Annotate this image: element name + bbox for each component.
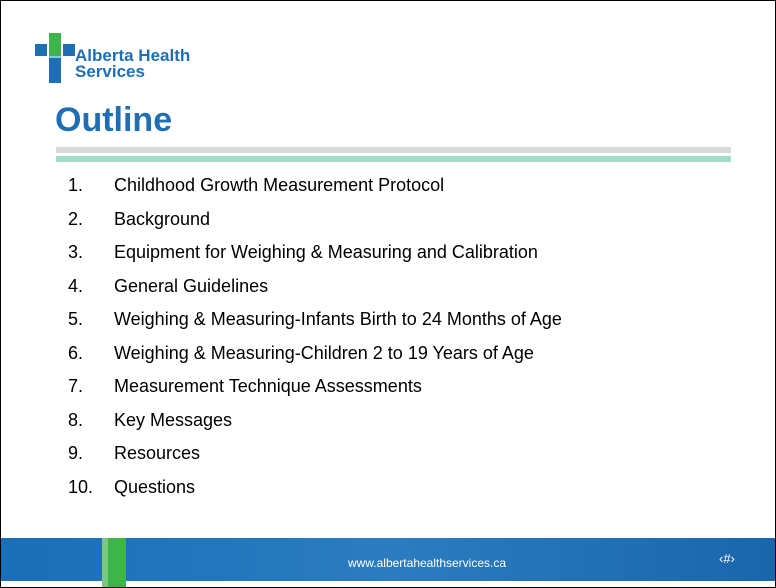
item-text: Resources xyxy=(114,443,201,463)
item-text: Weighing & Measuring-Infants Birth to 24… xyxy=(114,309,562,329)
logo-line: Alberta Health xyxy=(75,46,191,65)
item-number: 6. xyxy=(68,342,84,363)
item-number: 3. xyxy=(68,242,84,262)
page-number: ‹#› xyxy=(719,551,735,566)
divider xyxy=(56,156,731,162)
item-text: Background xyxy=(114,208,211,229)
item-text: Questions xyxy=(114,476,196,497)
logo-mark xyxy=(35,33,75,83)
item-number: 9. xyxy=(68,443,84,463)
item-text: Key Messages xyxy=(114,409,233,430)
footer-accent xyxy=(102,538,108,587)
item-number: 2. xyxy=(68,208,84,229)
divider xyxy=(56,147,731,153)
slide-title: Outline xyxy=(55,101,173,139)
item-text: Weighing & Measuring-Children 2 to 19 Ye… xyxy=(114,342,534,363)
item-number: 1. xyxy=(68,175,84,195)
item-number: 8. xyxy=(68,409,84,430)
item-text: Equipment for Weighing & Measuring and C… xyxy=(114,242,538,262)
item-number: 7. xyxy=(68,376,84,396)
footer-bar xyxy=(1,538,775,581)
footer-url: www.albertahealthservices.ca xyxy=(347,556,507,570)
item-text: Measurement Technique Assessments xyxy=(114,376,422,396)
item-text: Childhood Growth Measurement Protocol xyxy=(114,175,445,195)
item-number: 4. xyxy=(68,275,84,296)
item-number: 5. xyxy=(68,309,84,329)
logo-line: Services xyxy=(75,62,145,81)
item-text: General Guidelines xyxy=(114,275,269,296)
item-number: 10. xyxy=(68,476,94,497)
